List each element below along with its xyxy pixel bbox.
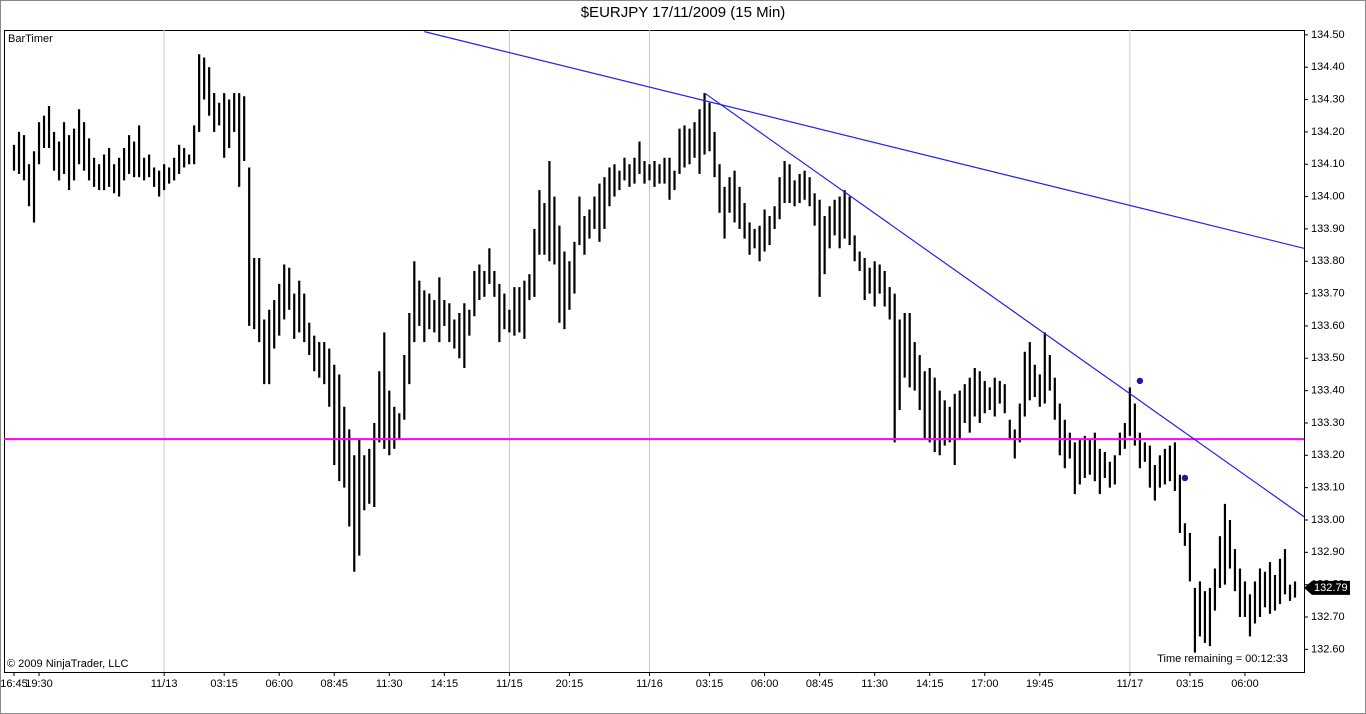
y-tick-label: 133.20 (1311, 449, 1345, 461)
x-tick-label: 08:45 (806, 678, 834, 690)
axes-layer: 132.60132.70132.80132.90133.00133.10133.… (0, 29, 1350, 690)
x-tick-label: 14:15 (916, 678, 944, 690)
trend-line (424, 31, 1304, 249)
chart-title: $EURJPY 17/11/2009 (15 Min) (581, 4, 786, 21)
indicator-label: BarTimer (8, 33, 53, 45)
x-tick-label: 06:00 (265, 678, 293, 690)
plot-area (4, 30, 1305, 673)
x-tick-label: 03:15 (1176, 678, 1204, 690)
x-tick-label: 06:00 (751, 678, 779, 690)
y-tick-label: 133.40 (1311, 385, 1345, 397)
y-tick-label: 134.00 (1311, 190, 1345, 202)
trend-line (704, 92, 1304, 518)
y-tick-label: 133.30 (1311, 417, 1345, 429)
x-tick-label: 11:30 (376, 678, 403, 690)
x-tick-label: 17:00 (971, 678, 999, 690)
y-tick-label: 132.70 (1311, 611, 1345, 623)
x-tick-label: 19:45 (1026, 678, 1054, 690)
x-tick-label: 11:30 (861, 678, 888, 690)
x-tick-label: 03:15 (696, 678, 724, 690)
x-tick-label: 20:15 (556, 678, 584, 690)
y-tick-label: 133.60 (1311, 320, 1345, 332)
x-tick-label: 11/13 (151, 678, 178, 690)
y-tick-label: 133.90 (1311, 223, 1345, 235)
x-tick-label: 06:00 (1231, 678, 1259, 690)
y-tick-label: 133.00 (1311, 514, 1345, 526)
x-tick-label: 11/15 (496, 678, 523, 690)
y-tick-label: 134.10 (1311, 158, 1345, 170)
last-price-box (1304, 580, 1350, 595)
x-tick-label: 03:15 (210, 678, 238, 690)
y-tick-label: 132.60 (1311, 643, 1345, 655)
copyright: © 2009 NinjaTrader, LLC (7, 658, 128, 670)
y-tick-label: 134.40 (1311, 61, 1345, 73)
y-tick-label: 134.20 (1311, 126, 1345, 138)
timer-text: Time remaining = 00:12:33 (1157, 653, 1288, 665)
y-tick-label: 133.50 (1311, 352, 1345, 364)
x-tick-label: 08:45 (320, 678, 348, 690)
marker-dot (1136, 377, 1144, 385)
x-tick-label: 11/16 (636, 678, 663, 690)
y-tick-label: 132.90 (1311, 546, 1345, 558)
x-tick-label: 16:45 (0, 678, 28, 690)
y-tick-label: 134.30 (1311, 93, 1345, 105)
x-tick-label: 14:15 (431, 678, 459, 690)
x-tick-label: 19:30 (25, 678, 53, 690)
x-tick-label: 11/17 (1117, 678, 1144, 690)
y-tick-label: 134.50 (1311, 29, 1345, 41)
y-tick-label: 133.10 (1311, 482, 1345, 494)
y-tick-label: 133.70 (1311, 287, 1345, 299)
marker-dot (1181, 474, 1189, 482)
y-tick-label: 133.80 (1311, 255, 1345, 267)
last-price-label: 132.79 (1314, 582, 1348, 594)
marks-layer (4, 31, 1304, 653)
grid-layer (163, 30, 1131, 672)
